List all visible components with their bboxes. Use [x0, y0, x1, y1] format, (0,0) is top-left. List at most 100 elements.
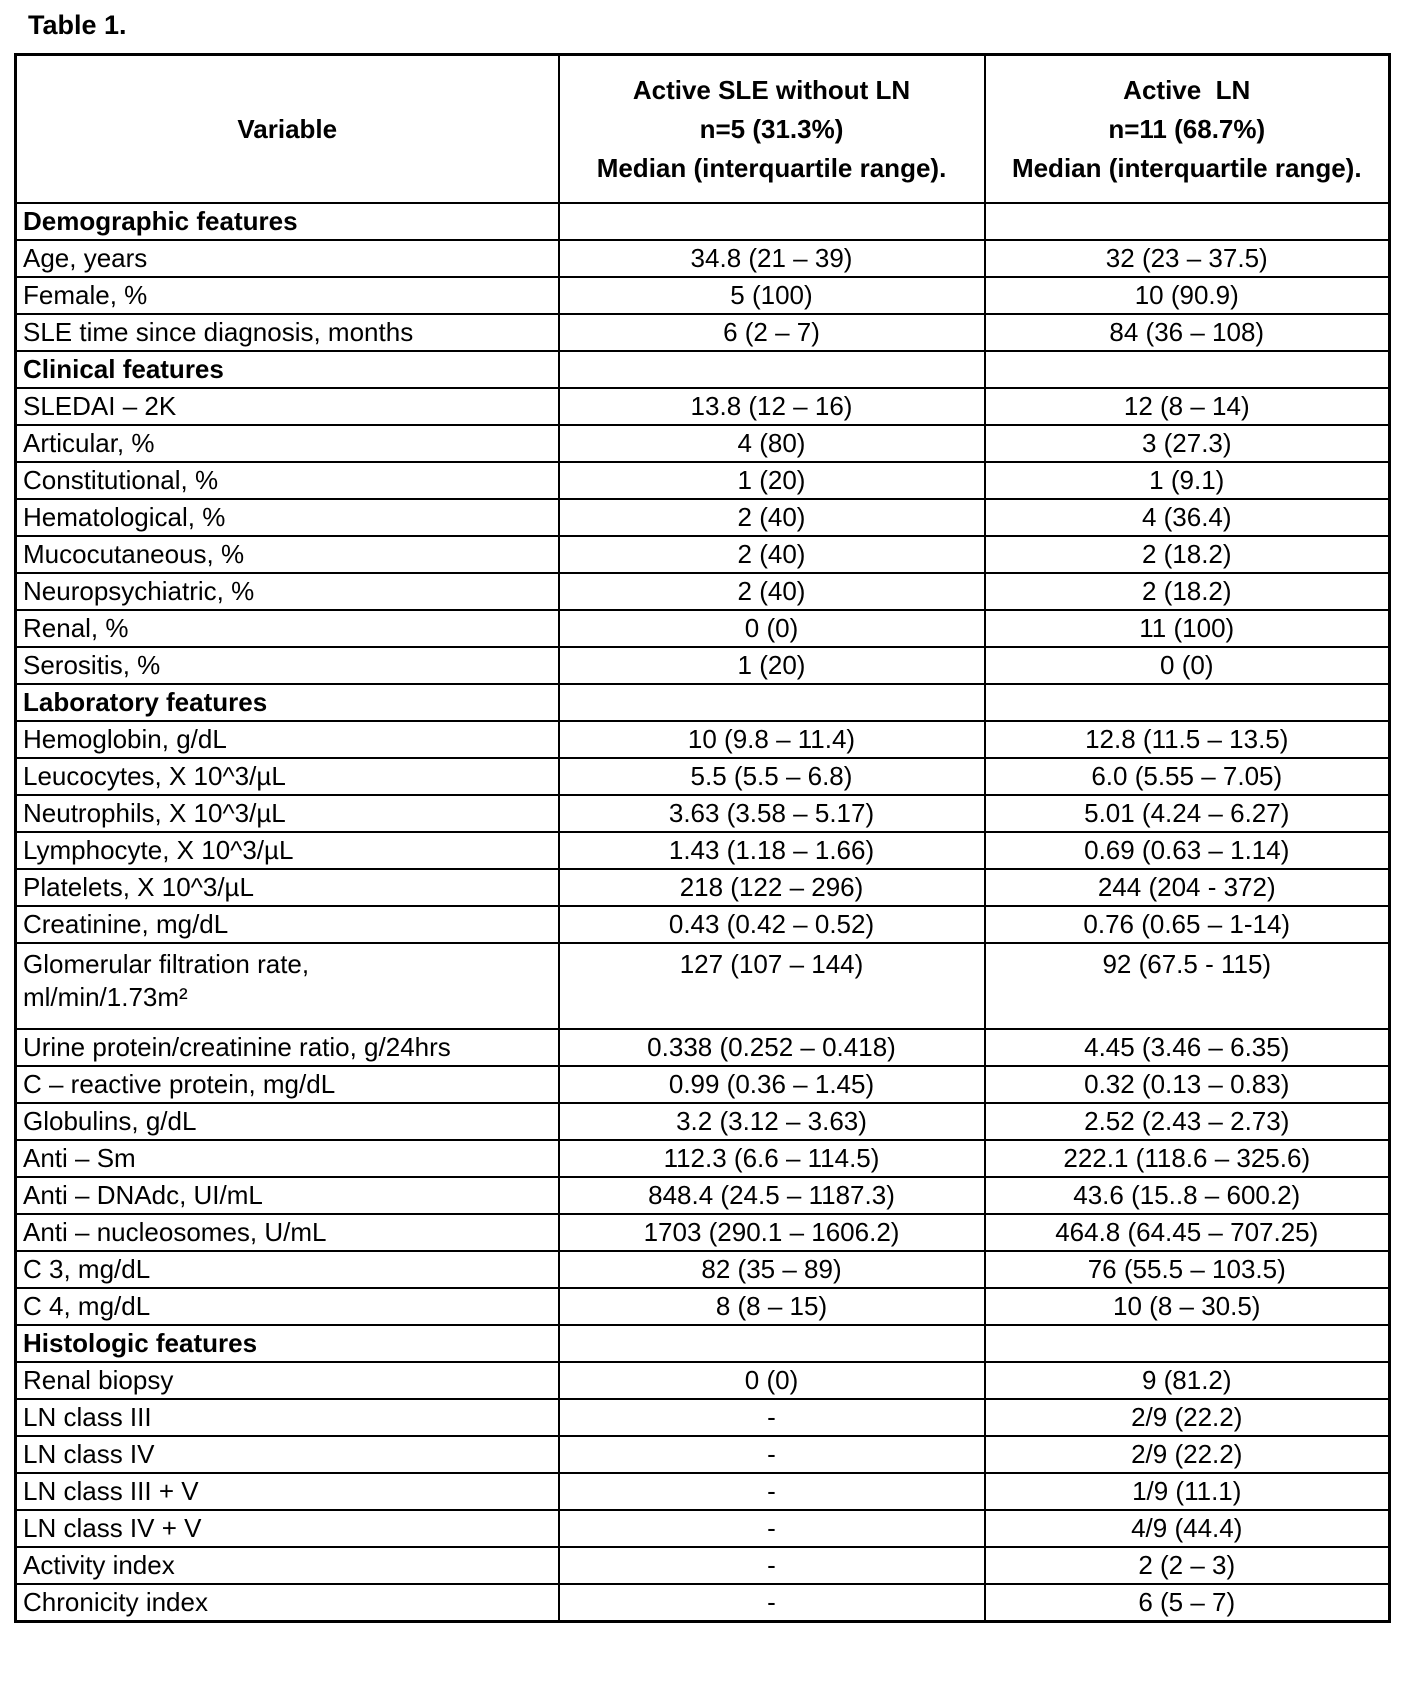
- variable-label: Serositis, %: [14, 646, 560, 685]
- sle-without-ln-value: 5.5 (5.5 – 6.8): [557, 757, 986, 796]
- sle-without-ln-value: 3.2 (3.12 – 3.63): [557, 1102, 986, 1141]
- variable-label: LN class IV + V: [14, 1509, 560, 1548]
- variable-label: LN class IV: [14, 1435, 560, 1474]
- active-ln-value: 464.8 (64.45 – 707.25): [983, 1213, 1391, 1252]
- active-ln-value: 2 (18.2): [983, 572, 1391, 611]
- variable-label: Anti – nucleosomes, U/mL: [14, 1213, 560, 1252]
- sle-without-ln-value: -: [557, 1583, 986, 1623]
- header-row: Variable Active SLE without LN n=5 (31.3…: [14, 53, 1391, 204]
- sle-without-ln-value: 1.43 (1.18 – 1.66): [557, 831, 986, 870]
- variable-label: Renal, %: [14, 609, 560, 648]
- active-ln-value: 11 (100): [983, 609, 1391, 648]
- variable-label: LN class III + V: [14, 1472, 560, 1511]
- sle-without-ln-value: [557, 350, 986, 389]
- sle-without-ln-value: -: [557, 1509, 986, 1548]
- table-row: Platelets, X 10^3/µL 218 (122 – 296) 244 (…: [14, 868, 1391, 907]
- sle-without-ln-value: 0.338 (0.252 – 0.418): [557, 1028, 986, 1067]
- section-label: Laboratory features: [14, 683, 560, 722]
- variable-label: Neutrophils, X 10^3/µL: [14, 794, 560, 833]
- variable-label: Female, %: [14, 276, 560, 315]
- variable-label: SLE time since diagnosis, months: [14, 313, 560, 352]
- table-row: LN class III -2/9 (22.2): [14, 1398, 1391, 1437]
- active-ln-value: 2.52 (2.43 – 2.73): [983, 1102, 1391, 1141]
- active-ln-value: 0.76 (0.65 – 1-14): [983, 905, 1391, 944]
- active-ln-value: [983, 350, 1391, 389]
- active-ln-value: 0.32 (0.13 – 0.83): [983, 1065, 1391, 1104]
- active-ln-value: 2 (2 – 3): [983, 1546, 1391, 1585]
- active-ln-value: 222.1 (118.6 – 325.6): [983, 1139, 1391, 1178]
- active-ln-value: 10 (8 – 30.5): [983, 1287, 1391, 1326]
- variable-label: C 3, mg/dL: [14, 1250, 560, 1289]
- table-row: Neutrophils, X 10^3/µL 3.63 (3.58 – 5.17)…: [14, 794, 1391, 833]
- active-ln-value: 0.69 (0.63 – 1.14): [983, 831, 1391, 870]
- active-ln-value: 4 (36.4): [983, 498, 1391, 537]
- table-body: Demographic features Age, years 34.8 (21 –…: [14, 202, 1391, 1623]
- section-label: Histologic features: [14, 1324, 560, 1363]
- variable-label: Glomerular filtration rate, ml/min/1.73m…: [14, 942, 560, 1030]
- active-ln-value: 2 (18.2): [983, 535, 1391, 574]
- active-ln-value: 32 (23 – 37.5): [983, 239, 1391, 278]
- sle-without-ln-value: 1703 (290.1 – 1606.2): [557, 1213, 986, 1252]
- section-row: Laboratory features: [14, 683, 1391, 722]
- table-row: Neuropsychiatric, % 2 (40) 2 (18.2): [14, 572, 1391, 611]
- table-row: C – reactive protein, mg/dL 0.99 (0.36 – …: [14, 1065, 1391, 1104]
- active-ln-value: [983, 683, 1391, 722]
- active-ln-value: 9 (81.2): [983, 1361, 1391, 1400]
- variable-label: Age, years: [14, 239, 560, 278]
- sle-without-ln-value: 0.43 (0.42 – 0.52): [557, 905, 986, 944]
- sle-without-ln-value: -: [557, 1546, 986, 1585]
- section-label: Clinical features: [14, 350, 560, 389]
- active-ln-value: 43.6 (15..8 – 600.2): [983, 1176, 1391, 1215]
- variable-label: Hemoglobin, g/dL: [14, 720, 560, 759]
- variable-label: Urine protein/creatinine ratio, g/24hrs: [14, 1028, 560, 1067]
- sle-without-ln-value: 0.99 (0.36 – 1.45): [557, 1065, 986, 1104]
- table-1: Variable Active SLE without LN n=5 (31.3…: [14, 53, 1391, 1623]
- table-row: Activity index -2 (2 – 3): [14, 1546, 1391, 1585]
- active-ln-value: 1 (9.1): [983, 461, 1391, 500]
- table-row: Renal biopsy 0 (0) 9 (81.2): [14, 1361, 1391, 1400]
- variable-label: Chronicity index: [14, 1583, 560, 1623]
- active-ln-value: 2/9 (22.2): [983, 1435, 1391, 1474]
- active-ln-value: 244 (204 - 372): [983, 868, 1391, 907]
- sle-without-ln-value: [557, 683, 986, 722]
- active-ln-value: 12 (8 – 14): [983, 387, 1391, 426]
- table-row: Renal, % 0 (0) 11 (100): [14, 609, 1391, 648]
- sle-without-ln-value: [557, 1324, 986, 1363]
- table-row: Serositis, % 1 (20) 0 (0): [14, 646, 1391, 685]
- sle-without-ln-value: 127 (107 – 144): [557, 942, 986, 1030]
- table-row: C 3, mg/dL 82 (35 – 89) 76 (55.5 – 103.5): [14, 1250, 1391, 1289]
- sle-without-ln-value: 1 (20): [557, 461, 986, 500]
- section-row: Clinical features: [14, 350, 1391, 389]
- variable-label: Activity index: [14, 1546, 560, 1585]
- sle-without-ln-value: 848.4 (24.5 – 1187.3): [557, 1176, 986, 1215]
- active-ln-value: 76 (55.5 – 103.5): [983, 1250, 1391, 1289]
- table-row: Age, years 34.8 (21 – 39) 32 (23 – 37.5): [14, 239, 1391, 278]
- variable-label: C 4, mg/dL: [14, 1287, 560, 1326]
- page: Table 1. Variable Active SLE without LN …: [14, 10, 1391, 1623]
- variable-label: SLEDAI – 2K: [14, 387, 560, 426]
- table-row: Anti – nucleosomes, U/mL 1703 (290.1 – 16…: [14, 1213, 1391, 1252]
- active-ln-value: 1/9 (11.1): [983, 1472, 1391, 1511]
- sle-without-ln-value: 2 (40): [557, 572, 986, 611]
- sle-without-ln-value: 0 (0): [557, 609, 986, 648]
- sle-without-ln-value: 10 (9.8 – 11.4): [557, 720, 986, 759]
- variable-label: Neuropsychiatric, %: [14, 572, 560, 611]
- section-row: Histologic features: [14, 1324, 1391, 1363]
- variable-label: Constitutional, %: [14, 461, 560, 500]
- section-row: Demographic features: [14, 202, 1391, 241]
- active-ln-value: 5.01 (4.24 – 6.27): [983, 794, 1391, 833]
- table-title: Table 1.: [28, 10, 127, 40]
- sle-without-ln-value: -: [557, 1435, 986, 1474]
- variable-label: Creatinine, mg/dL: [14, 905, 560, 944]
- table-row: Globulins, g/dL 3.2 (3.12 – 3.63) 2.52 (2.…: [14, 1102, 1391, 1141]
- column-header-variable: Variable: [14, 53, 560, 204]
- table-row: SLEDAI – 2K 13.8 (12 – 16) 12 (8 – 14): [14, 387, 1391, 426]
- column-header-active-sle-without-ln: Active SLE without LN n=5 (31.3%) Median…: [557, 53, 986, 204]
- variable-label: Hematological, %: [14, 498, 560, 537]
- active-ln-value: [983, 202, 1391, 241]
- active-ln-value: 6 (5 – 7): [983, 1583, 1391, 1623]
- variable-label: C – reactive protein, mg/dL: [14, 1065, 560, 1104]
- variable-label: Lymphocyte, X 10^3/µL: [14, 831, 560, 870]
- table-row: Lymphocyte, X 10^3/µL 1.43 (1.18 – 1.66) 0…: [14, 831, 1391, 870]
- table-row: Hemoglobin, g/dL 10 (9.8 – 11.4) 12.8 (11.…: [14, 720, 1391, 759]
